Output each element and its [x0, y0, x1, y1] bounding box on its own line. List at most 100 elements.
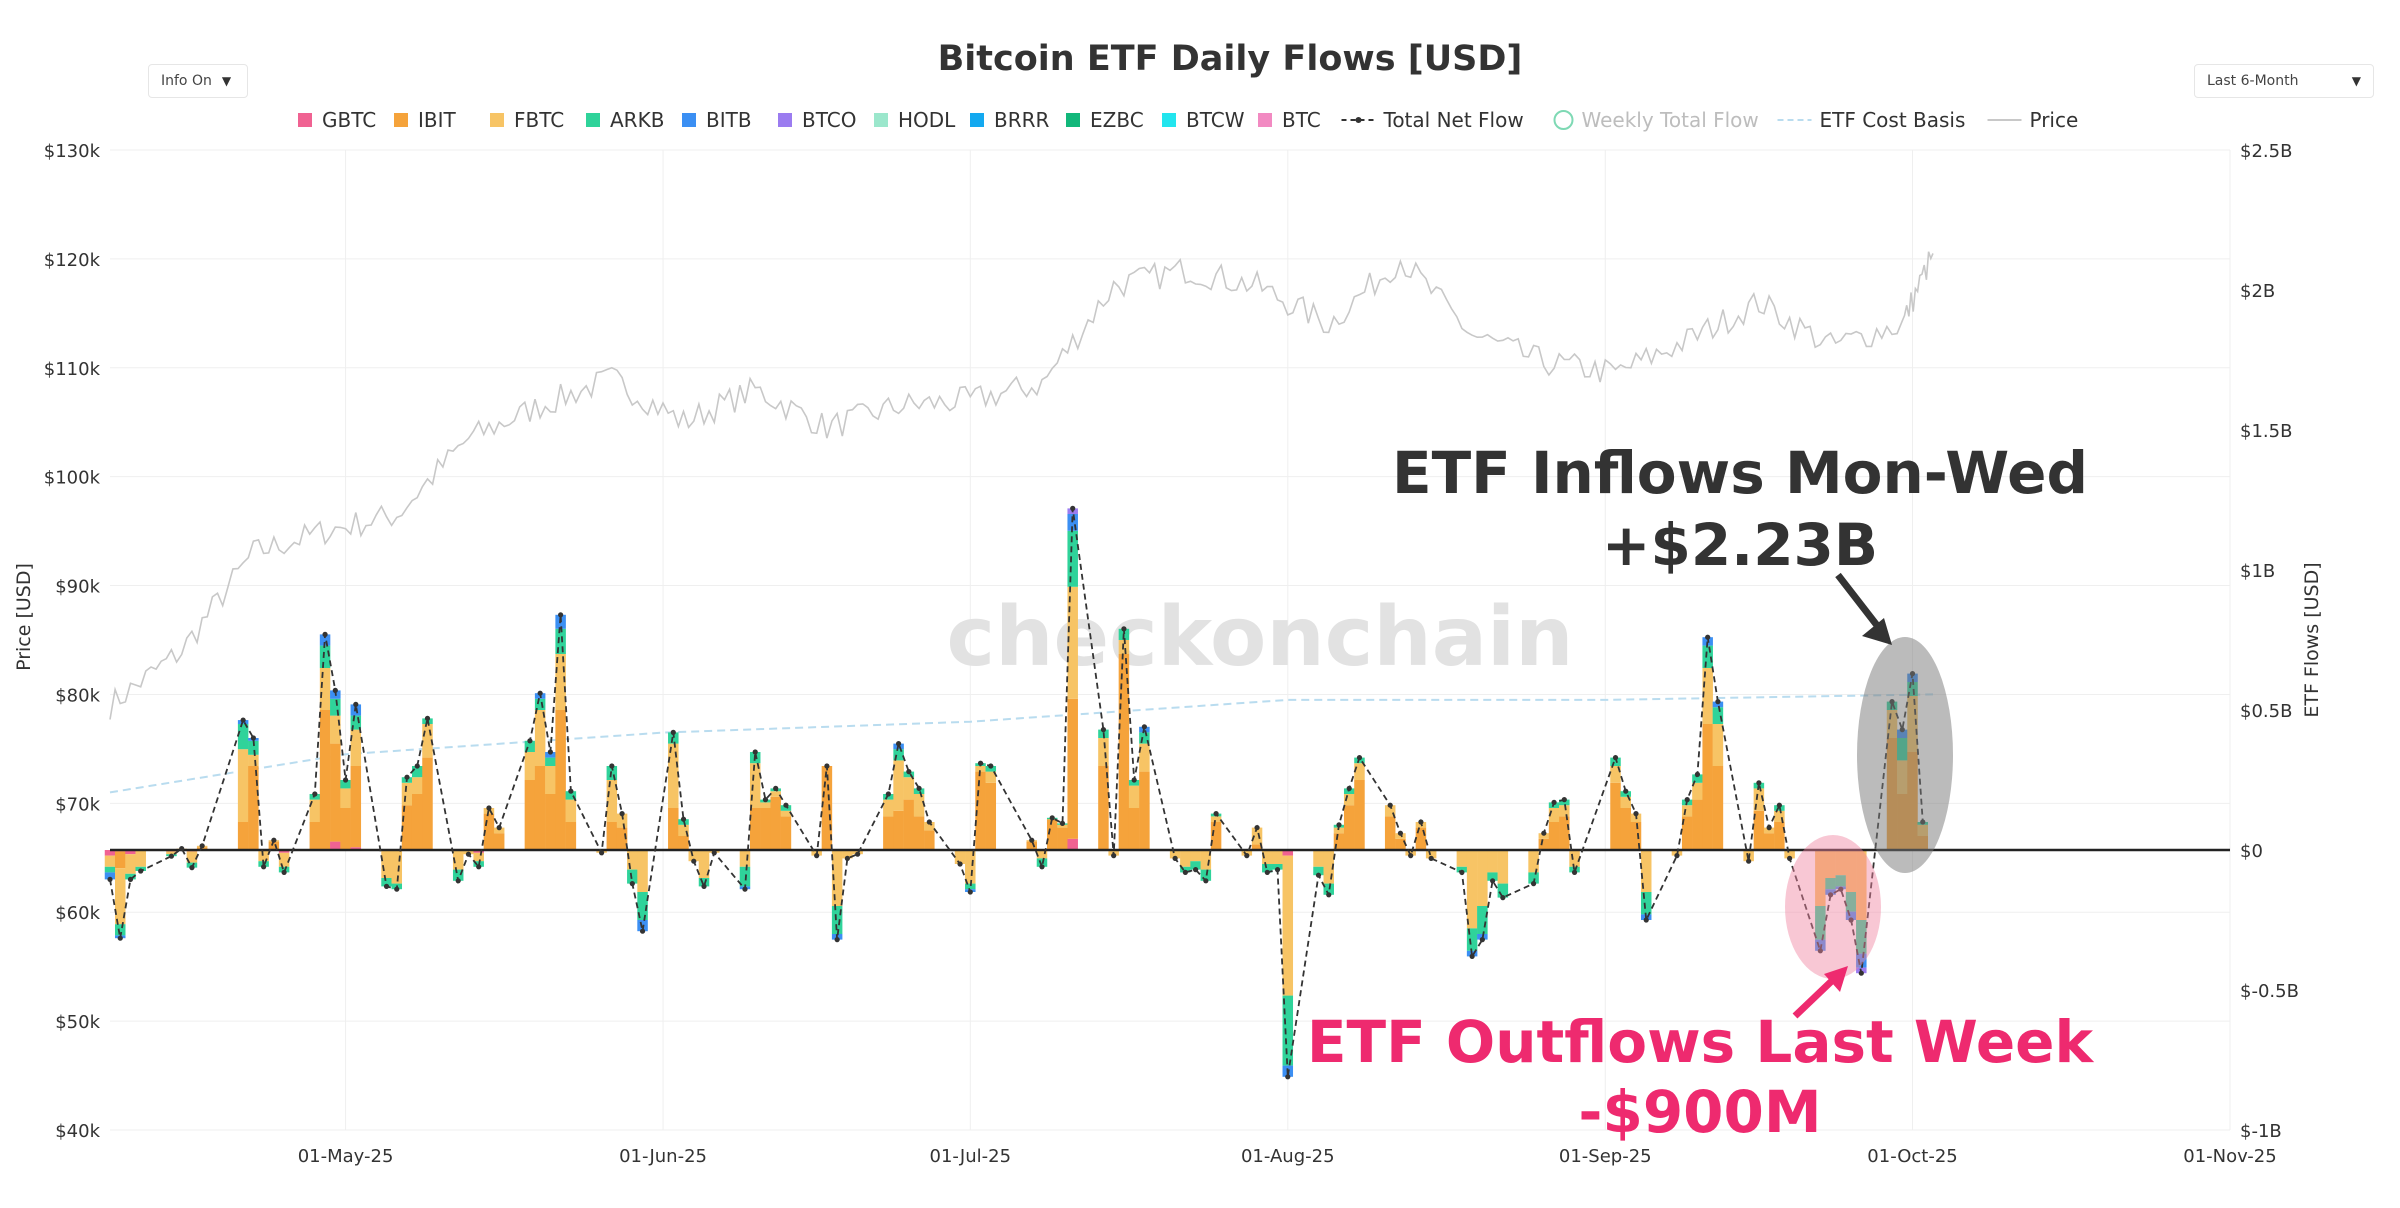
net-flow-point [168, 853, 175, 859]
legend-label: GBTC [322, 108, 376, 132]
bar-arkb [524, 740, 536, 752]
bar-arkb [1815, 906, 1826, 940]
net-flow-point [1336, 822, 1342, 828]
y-tick-left: $120k [44, 250, 101, 271]
bar-ibit [749, 808, 761, 850]
bar-arkb [831, 906, 843, 934]
bar-arkb [1712, 707, 1724, 724]
net-flow-point [1551, 799, 1557, 806]
y-axis-right-label: ETF Flows [USD] [2301, 562, 2323, 717]
net-flow-point [312, 791, 318, 797]
bar-fbtc [248, 754, 259, 766]
bar-arkb [1139, 732, 1150, 744]
bar-arkb [125, 873, 136, 880]
net-flow-series [107, 505, 1926, 1080]
net-flow-point [977, 760, 984, 766]
range-dropdown[interactable]: Last 6-Month ▼ [2194, 64, 2374, 98]
bar-fbtc [975, 766, 986, 772]
net-flow-point [353, 701, 359, 708]
bar-ibit [1046, 819, 1058, 850]
net-flow-point [1541, 830, 1547, 836]
bar-gbtc [125, 850, 136, 855]
bar-fbtc [1323, 850, 1334, 884]
bar-bitb [1825, 889, 1836, 895]
legend-swatch [970, 113, 984, 127]
y-tick-right: $1B [2240, 561, 2275, 582]
bar-fbtc [473, 852, 484, 862]
net-flow-point [834, 937, 840, 943]
bar-ibit [309, 822, 321, 850]
bar-fbtc [749, 763, 761, 808]
net-flow-point [1213, 811, 1219, 817]
bar-arkb [1128, 780, 1140, 786]
x-axis: 01-May-25 01-Jun-25 01-Jul-25 01-Aug-25 01-S… [298, 1146, 2277, 1167]
bar-fbtc [1528, 850, 1539, 873]
net-flow-point [1705, 634, 1711, 640]
net-flow-point [250, 735, 256, 741]
bar-ibit [1343, 805, 1355, 850]
bar-fbtc [698, 850, 710, 878]
bar-ibit [780, 816, 792, 850]
bar-fbtc [1139, 743, 1150, 772]
net-flow-point [1561, 797, 1567, 803]
legend-label: BRRR [994, 108, 1050, 132]
bar-fbtc [555, 654, 566, 710]
bar-ibit [1415, 827, 1427, 850]
bar-fbtc [534, 710, 546, 766]
net-flow-point [1100, 727, 1107, 733]
y-tick-left: $40k [55, 1121, 100, 1142]
bar-arkb [1692, 774, 1703, 783]
bar-fbtc [1497, 850, 1509, 884]
bar-fbtc [1610, 766, 1621, 783]
net-flow-point [138, 868, 144, 874]
y-tick-left: $100k [44, 468, 101, 489]
bar-arkb [381, 878, 392, 887]
chevron-down-icon: ▼ [2351, 74, 2361, 88]
net-flow-point [1459, 869, 1465, 876]
bar-ibit [350, 766, 362, 848]
outflow-annotation-line1: ETF Outflows Last Week [1307, 1008, 2095, 1076]
bar-arkb [1067, 530, 1078, 587]
net-flow-point [568, 788, 574, 794]
net-flow-point [926, 819, 932, 825]
net-flow-point [1203, 878, 1209, 884]
bar-arkb [1262, 864, 1273, 873]
bar-fbtc [319, 668, 331, 710]
bar-fbtc [411, 777, 423, 794]
y-tick-right: $0.5B [2240, 701, 2292, 722]
bar-fbtc [166, 851, 177, 855]
bar-ibit [975, 771, 986, 850]
net-flow-point [1059, 820, 1066, 827]
legend-swatch [778, 113, 792, 127]
bar-ibit [668, 808, 679, 850]
net-flow-point [1838, 886, 1844, 892]
bar-fbtc [903, 777, 915, 800]
net-flow-point [1326, 892, 1332, 898]
net-flow-point [332, 687, 338, 694]
bar-ibit [534, 766, 546, 850]
bar-fbtc [954, 850, 966, 864]
bar-ibit [678, 836, 689, 850]
info-toggle-dropdown[interactable]: Info On ▼ [148, 64, 248, 98]
bar-ibit [1559, 816, 1570, 850]
bar-arkb [1487, 872, 1498, 881]
net-flow-point [967, 889, 973, 895]
bar-ibit [985, 782, 997, 850]
y-tick-right: $-1B [2240, 1121, 2282, 1142]
bar-arkb [1825, 878, 1836, 890]
bar-fbtc [1395, 833, 1406, 839]
bar-fbtc [381, 850, 392, 878]
bar-ibit [616, 827, 628, 850]
bar-fbtc [278, 852, 290, 867]
bar-gbtc [104, 850, 116, 856]
annotations: ETF Inflows Mon-Wed +$2.23B ETF Outflows… [1307, 439, 2095, 1146]
bar-fbtc [1272, 850, 1283, 864]
legend-swatch [1066, 113, 1080, 127]
net-flow-point [1858, 970, 1864, 976]
net-flow-point [691, 858, 697, 864]
bar-fbtc [422, 724, 433, 758]
outflow-highlight-ellipse [1785, 835, 1881, 979]
bar-fbtc [309, 799, 321, 822]
y-tick-left: $50k [55, 1012, 100, 1033]
bar-fbtc [135, 850, 146, 867]
